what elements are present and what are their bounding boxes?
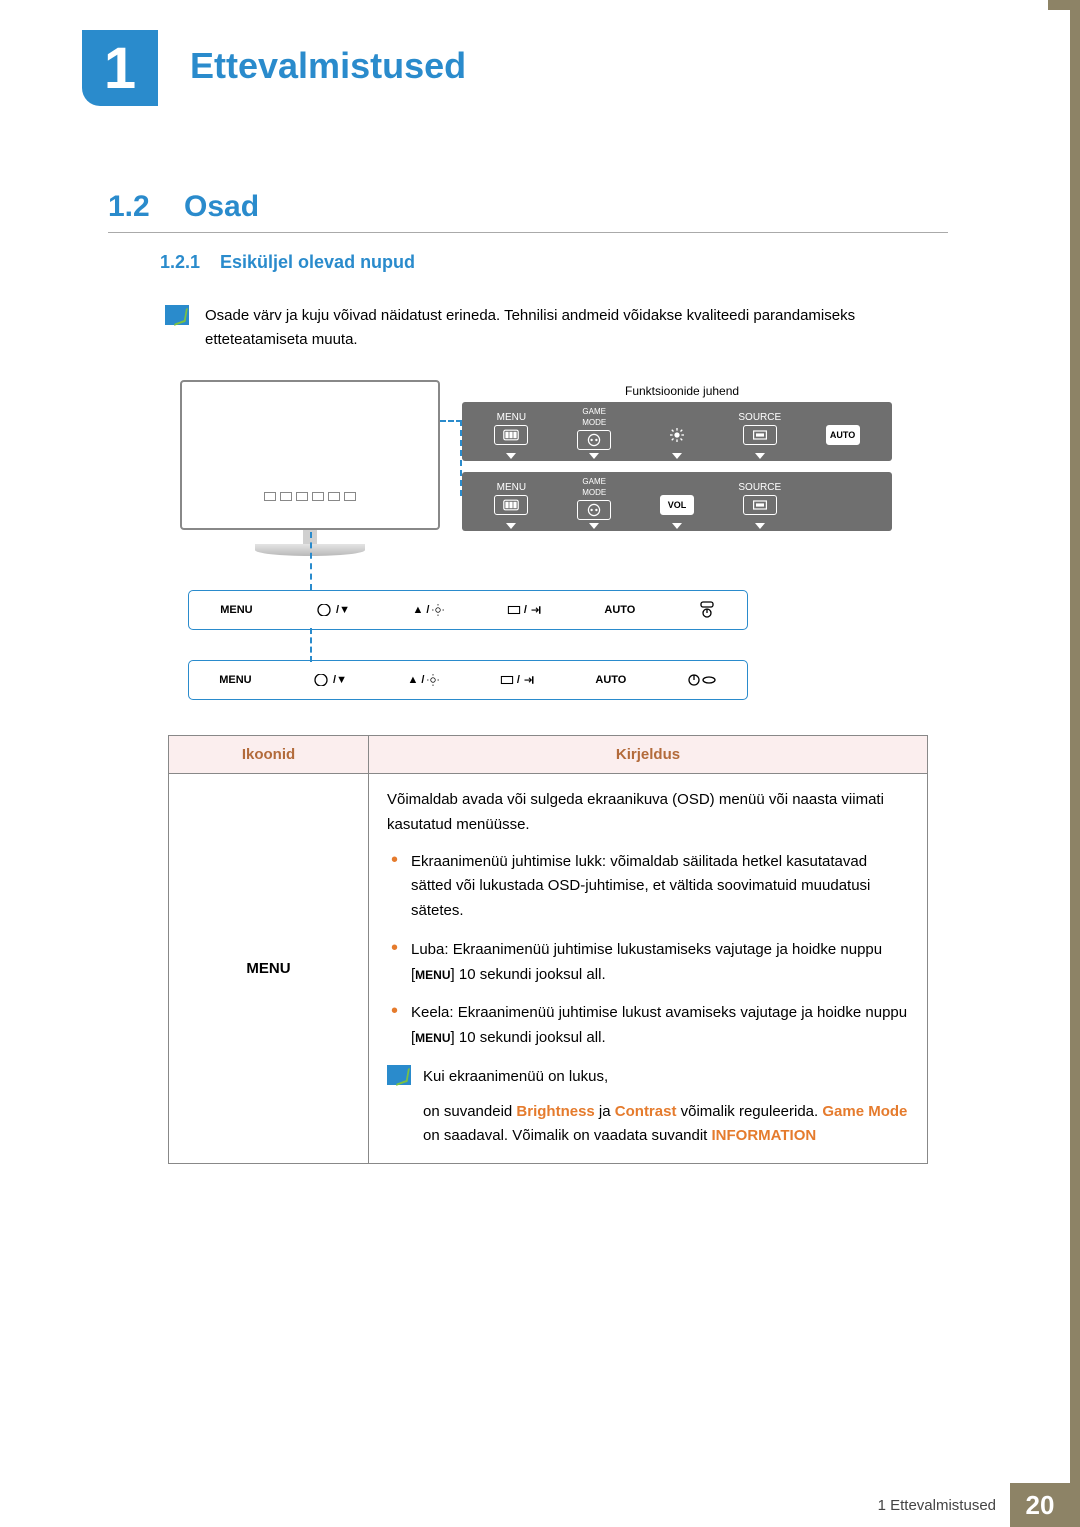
diagram: Funktsioonide juhend MENU GAME MODE SOUR… bbox=[180, 380, 900, 710]
function-guide-label: Funktsioonide juhend bbox=[625, 384, 739, 398]
hl-gamemode: Game Mode bbox=[822, 1103, 907, 1120]
right-stripe bbox=[1070, 0, 1080, 1527]
dashed-connector bbox=[310, 628, 312, 662]
brightness-icon bbox=[660, 425, 694, 445]
game-mode-icon bbox=[577, 500, 611, 520]
panel-label-game: GAME MODE bbox=[582, 477, 606, 497]
physical-button-strip-2: MENU /▼ ▲ / / AUTO bbox=[188, 660, 748, 700]
th-icons: Ikoonid bbox=[169, 736, 369, 774]
hl-information: INFORMATION bbox=[712, 1127, 817, 1144]
strip-auto: AUTO bbox=[604, 604, 635, 616]
chevron-down-icon bbox=[672, 523, 682, 529]
kbd-menu: MENU bbox=[415, 968, 450, 982]
strip-up-bright-icon: ▲ / bbox=[412, 604, 444, 616]
txt: on suvandeid bbox=[423, 1103, 516, 1120]
footer: 1 Ettevalmistused 20 bbox=[878, 1483, 1070, 1527]
txt: ja bbox=[595, 1103, 615, 1120]
table-row: MENU Võimaldab avada või sulgeda ekraani… bbox=[169, 774, 928, 1164]
panel-label-source: SOURCE bbox=[738, 412, 781, 423]
icons-table: Ikoonid Kirjeldus MENU Võimaldab avada v… bbox=[168, 735, 928, 1164]
th-desc: Kirjeldus bbox=[369, 736, 928, 774]
desc-intro: Võimaldab avada või sulgeda ekraanikuva … bbox=[387, 788, 909, 838]
panel-label-empty bbox=[676, 482, 679, 493]
panel-label-menu: MENU bbox=[497, 482, 526, 493]
hl-contrast: Contrast bbox=[615, 1103, 677, 1120]
desc-cell: Võimaldab avada või sulgeda ekraanikuva … bbox=[369, 774, 928, 1164]
chevron-down-icon bbox=[589, 453, 599, 459]
subsection-number: 1.2.1 bbox=[160, 252, 200, 273]
strip-menu: MENU bbox=[219, 674, 251, 686]
txt: on saadaval. Võimalik on vaadata suvandi… bbox=[423, 1127, 712, 1144]
kbd-menu: MENU bbox=[415, 1031, 450, 1045]
strip-source-enter-icon: / bbox=[500, 674, 535, 686]
panel-label-empty bbox=[841, 412, 844, 423]
menu-osd-icon bbox=[494, 425, 528, 445]
onscreen-btn bbox=[296, 492, 308, 501]
chevron-down-icon bbox=[755, 453, 765, 459]
menu-osd-icon bbox=[494, 495, 528, 515]
button-panel-1: MENU GAME MODE SOURCE bbox=[462, 402, 892, 461]
desc-bullet: Luba: Ekraanimenüü juhtimise lukustamise… bbox=[387, 938, 909, 988]
txt: ] 10 sekundi jooksul all. bbox=[451, 966, 606, 983]
icon-cell-menu: MENU bbox=[169, 774, 369, 1164]
monitor bbox=[180, 380, 440, 550]
auto-button: AUTO bbox=[826, 425, 860, 445]
strip-up-bright-icon: ▲ / bbox=[407, 674, 439, 686]
strip-menu: MENU bbox=[220, 604, 252, 616]
panel-label-source: SOURCE bbox=[738, 482, 781, 493]
txt: võimalik reguleerida. bbox=[676, 1103, 822, 1120]
onscreen-btn bbox=[344, 492, 356, 501]
desc-bullet: Ekraanimenüü juhtimise lukk: võimaldab s… bbox=[387, 850, 909, 924]
monitor-screen bbox=[180, 380, 440, 530]
strip-power-icon bbox=[698, 601, 716, 619]
dashed-connector bbox=[440, 420, 462, 422]
strip-auto: AUTO bbox=[595, 674, 626, 686]
note-text: Osade värv ja kuju võivad näidatust erin… bbox=[205, 304, 925, 352]
panel-label-menu: MENU bbox=[497, 412, 526, 423]
note-line2: on suvandeid Brightness ja Contrast võim… bbox=[423, 1100, 909, 1150]
chapter-number: 1 bbox=[104, 35, 136, 102]
chevron-down-icon bbox=[506, 453, 516, 459]
txt: ] 10 sekundi jooksul all. bbox=[451, 1029, 606, 1046]
chapter-title: Ettevalmistused bbox=[190, 45, 466, 87]
onscreen-btn bbox=[264, 492, 276, 501]
strip-source-enter-icon: / bbox=[507, 604, 542, 616]
chevron-down-icon bbox=[755, 523, 765, 529]
dashed-connector bbox=[310, 532, 312, 590]
game-mode-icon bbox=[577, 430, 611, 450]
hl-brightness: Brightness bbox=[516, 1103, 594, 1120]
footer-text: 1 Ettevalmistused bbox=[878, 1497, 996, 1514]
physical-button-strip-1: MENU /▼ ▲ / / AUTO bbox=[188, 590, 748, 630]
chevron-down-icon bbox=[506, 523, 516, 529]
section-title: Osad bbox=[184, 190, 259, 224]
note-icon bbox=[165, 305, 189, 325]
source-icon bbox=[743, 495, 777, 515]
section-number: 1.2 bbox=[108, 190, 150, 224]
chevron-down-icon bbox=[589, 523, 599, 529]
chevron-down-icon bbox=[672, 453, 682, 459]
strip-game-down-icon: /▼ bbox=[315, 604, 350, 616]
desc-bullet: Keela: Ekraanimenüü juhtimise lukust ava… bbox=[387, 1001, 909, 1051]
section-rule bbox=[108, 232, 948, 233]
onscreen-btn bbox=[280, 492, 292, 501]
strip-game-down-icon: /▼ bbox=[312, 674, 347, 686]
subsection-title: Esiküljel olevad nupud bbox=[220, 252, 415, 273]
chapter-badge: 1 bbox=[82, 30, 158, 106]
strip-power-led-icon bbox=[687, 673, 717, 687]
page-number: 20 bbox=[1010, 1483, 1070, 1527]
onscreen-buttons bbox=[264, 492, 356, 501]
vol-button: VOL bbox=[660, 495, 694, 515]
onscreen-btn bbox=[312, 492, 324, 501]
button-panel-2: MENU GAME MODE VOL SOURCE bbox=[462, 472, 892, 531]
onscreen-btn bbox=[328, 492, 340, 501]
panel-label-empty bbox=[676, 412, 679, 423]
inline-note: Kui ekraanimenüü on lukus, on suvandeid … bbox=[387, 1065, 909, 1149]
source-icon bbox=[743, 425, 777, 445]
note-icon bbox=[387, 1065, 411, 1085]
panel-label-game: GAME MODE bbox=[582, 407, 606, 427]
note-line1: Kui ekraanimenüü on lukus, bbox=[423, 1065, 909, 1090]
